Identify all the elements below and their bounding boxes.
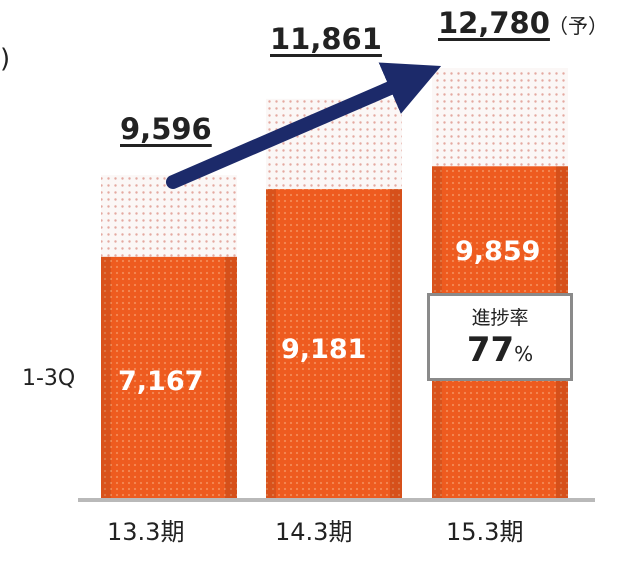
total-label-15-3: 12,780 (438, 6, 550, 40)
total-label-14-3: 11,861 (270, 22, 382, 56)
q-label-15-3: 9,859 (455, 236, 541, 267)
q-label-14-3: 9,181 (281, 334, 367, 365)
category-label-15-3: 15.3期 (446, 518, 524, 546)
category-label-14-3: 14.3期 (275, 518, 353, 546)
bar-shade-left-13-3 (101, 256, 111, 498)
progress-rate-title: 進捗率 (471, 307, 529, 329)
row-label-1-3q: 1-3Q (22, 366, 76, 391)
unit-paren: ) (0, 44, 11, 74)
growth-arrow (166, 62, 442, 189)
category-label-13-3: 13.3期 (107, 518, 185, 546)
bar-annual-15-3 (432, 68, 568, 167)
bar-shade-left-14-3 (266, 189, 276, 498)
bar-shade-right-14-3 (390, 189, 402, 498)
progress-rate-unit: % (514, 342, 534, 366)
bar-1-3q-13-3 (101, 256, 237, 498)
progress-rate-box: 進捗率 77% (427, 293, 573, 381)
forecast-mark: （予） (548, 14, 608, 38)
bar-shade-right-13-3 (225, 256, 237, 498)
bar-1-3q-14-3 (266, 189, 402, 498)
total-label-13-3: 9,596 (120, 112, 212, 146)
progress-rate-value: 77 (466, 330, 515, 370)
q-label-13-3: 7,167 (118, 366, 204, 397)
bar-annual-13-3 (101, 175, 237, 257)
